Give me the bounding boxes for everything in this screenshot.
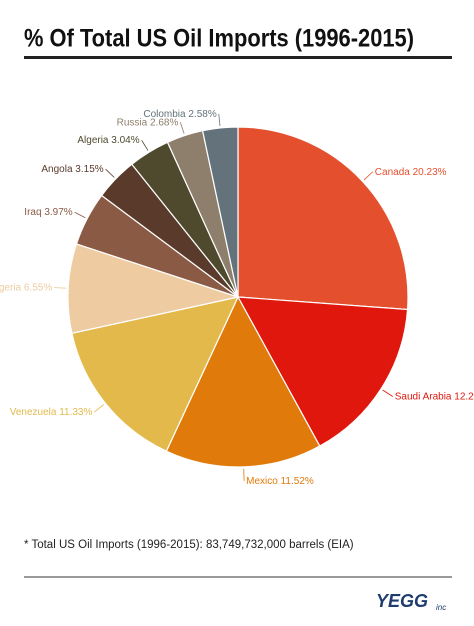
title-rule: [24, 56, 452, 59]
slice-label: Canada 20.23%: [375, 166, 447, 177]
slice-label: Colombia 2.58%: [143, 109, 216, 120]
logo: YEGG: [376, 591, 428, 611]
logo-suffix: inc: [436, 603, 446, 612]
slice-label-name: Colombia: [143, 109, 186, 120]
label-leader: [179, 122, 185, 134]
label-leader: [218, 113, 221, 126]
pie-slice: [237, 126, 409, 311]
label-leader: [54, 287, 67, 289]
footnote: * Total US Oil Imports (1996-2015): 83,7…: [24, 539, 354, 551]
slice-label-name: Venezuela: [10, 407, 57, 418]
slice-label: Venezuela 11.33%: [10, 407, 93, 418]
slice-label-value: 2.68%: [150, 117, 178, 128]
pie-slice: [67, 243, 241, 334]
slice-label-name: Angola: [41, 164, 73, 175]
slice-label: Nigeria 6.55%: [0, 282, 52, 293]
slice-label-value: 12.25%: [454, 391, 474, 402]
slice-label-value: 3.15%: [75, 164, 103, 175]
label-leader: [141, 140, 149, 151]
slice-label-name: Russia: [117, 117, 148, 128]
pie-slice: [201, 126, 239, 298]
slice-label: Mexico 11.52%: [246, 476, 314, 487]
pie-slice: [236, 296, 409, 447]
slice-label: Angola 3.15%: [41, 164, 103, 175]
slice-label-value: 2.58%: [188, 109, 216, 120]
slice-label-name: Canada: [375, 166, 410, 177]
label-leader: [94, 404, 105, 413]
slice-label: Russia 2.68%: [117, 117, 179, 128]
slice-label-name: Iraq: [24, 207, 41, 218]
slice-label-name: Mexico: [246, 476, 278, 487]
chart-title: % Of Total US Oil Imports (1996-2015): [24, 25, 414, 53]
slice-label-value: 6.55%: [24, 282, 52, 293]
slice-label-name: Saudi Arabia: [395, 391, 452, 402]
slice-label: Iraq 3.97%: [24, 207, 72, 218]
slice-label-value: 11.52%: [281, 476, 314, 487]
slice-label-value: 3.04%: [111, 135, 139, 146]
label-leader: [105, 168, 115, 178]
slice-label: Algeria 3.04%: [77, 135, 139, 146]
slice-label: Saudi Arabia 12.25%: [395, 391, 474, 402]
pie-slice: [71, 296, 240, 452]
slice-label-value: 11.33%: [59, 407, 92, 418]
slice-label-value: 3.97%: [44, 207, 72, 218]
slice-label-name: Algeria: [77, 135, 109, 146]
slice-label-value: 20.23%: [413, 166, 447, 177]
label-leader: [363, 171, 374, 181]
label-leader: [382, 389, 393, 397]
slice-label-name: Nigeria: [0, 282, 22, 293]
pie-slice: [165, 295, 321, 468]
label-leader: [74, 211, 86, 219]
